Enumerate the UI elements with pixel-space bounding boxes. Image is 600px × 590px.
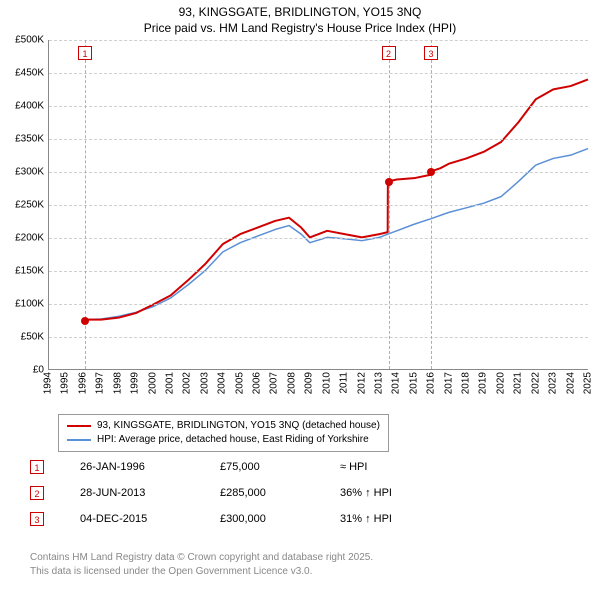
y-tick-label: £350K [15,134,44,145]
x-tick-label: 2010 [321,372,332,394]
event-line [389,40,390,369]
x-tick-label: 1997 [95,372,106,394]
x-tick-label: 2017 [443,372,454,394]
event-row: 2 28-JUN-2013£285,00036% ↑ HPI [30,480,392,506]
hpi-line [85,149,588,320]
event-date: 28-JUN-2013 [80,487,220,499]
y-tick-label: £150K [15,266,44,277]
footer-line2: This data is licensed under the Open Gov… [30,565,588,579]
x-tick-label: 2023 [548,372,559,394]
x-tick-label: 2013 [373,372,384,394]
x-tick-label: 1996 [77,372,88,394]
x-tick-label: 2006 [252,372,263,394]
x-tick-label: 2021 [513,372,524,394]
event-number-box: 1 [30,460,44,474]
x-tick-label: 1998 [112,372,123,394]
gridline [49,271,588,272]
event-number-box: 3 [30,512,44,526]
y-tick-label: £300K [15,167,44,178]
x-tick-label: 2014 [391,372,402,394]
y-tick-label: £400K [15,101,44,112]
x-tick-label: 2011 [339,372,350,394]
x-axis: 1994199519961997199819992000200120022003… [48,372,588,410]
gridline [49,172,588,173]
event-price: £75,000 [220,461,340,473]
y-tick-label: £500K [15,35,44,46]
gridline [49,337,588,338]
gridline [49,73,588,74]
y-tick-label: £450K [15,68,44,79]
y-tick-label: £200K [15,233,44,244]
event-marker: 2 [382,46,396,60]
title-line1: 93, KINGSGATE, BRIDLINGTON, YO15 3NQ [0,4,600,20]
legend-row: 93, KINGSGATE, BRIDLINGTON, YO15 3NQ (de… [67,419,380,433]
legend-label: HPI: Average price, detached house, East… [97,433,369,447]
x-tick-label: 2015 [408,372,419,394]
x-tick-label: 2016 [426,372,437,394]
y-tick-label: £100K [15,299,44,310]
legend-swatch [67,425,91,427]
x-tick-label: 2012 [356,372,367,394]
y-tick-label: £250K [15,200,44,211]
y-axis: £0£50K£100K£150K£200K£250K£300K£350K£400… [0,40,48,370]
event-hpi: ≈ HPI [340,461,392,473]
legend-swatch [67,439,91,441]
chart: £0£50K£100K£150K£200K£250K£300K£350K£400… [0,40,600,410]
x-tick-label: 2002 [182,372,193,394]
event-date: 04-DEC-2015 [80,513,220,525]
plot-area: 1 2 3 [48,40,588,370]
legend-row: HPI: Average price, detached house, East… [67,433,380,447]
event-marker: 3 [424,46,438,60]
legend-label: 93, KINGSGATE, BRIDLINGTON, YO15 3NQ (de… [97,419,380,433]
gridline [49,205,588,206]
title-line2: Price paid vs. HM Land Registry's House … [0,20,600,36]
x-tick-label: 2003 [199,372,210,394]
x-tick-label: 2024 [565,372,576,394]
x-tick-label: 2007 [269,372,280,394]
gridline [49,304,588,305]
x-tick-label: 1999 [130,372,141,394]
x-tick-label: 2000 [147,372,158,394]
x-tick-label: 2020 [495,372,506,394]
price-dot [81,317,89,325]
price-paid-line [85,79,588,319]
gridline [49,139,588,140]
x-tick-label: 1994 [43,372,54,394]
x-tick-label: 2009 [304,372,315,394]
price-dot [427,168,435,176]
events-table: 1 26-JAN-1996£75,000≈ HPI 2 28-JUN-2013£285… [30,454,392,532]
footer: Contains HM Land Registry data © Crown c… [30,551,588,578]
legend: 93, KINGSGATE, BRIDLINGTON, YO15 3NQ (de… [58,414,389,452]
event-row: 1 26-JAN-1996£75,000≈ HPI [30,454,392,480]
price-dot [385,178,393,186]
event-row: 3 04-DEC-2015£300,00031% ↑ HPI [30,506,392,532]
event-price: £285,000 [220,487,340,499]
event-number-box: 2 [30,486,44,500]
event-hpi: 31% ↑ HPI [340,513,392,525]
event-line [431,40,432,369]
x-tick-label: 2005 [234,372,245,394]
y-tick-label: £50K [21,332,44,343]
event-hpi: 36% ↑ HPI [340,487,392,499]
event-date: 26-JAN-1996 [80,461,220,473]
x-tick-label: 2025 [583,372,594,394]
event-price: £300,000 [220,513,340,525]
x-tick-label: 2008 [286,372,297,394]
x-tick-label: 2001 [164,372,175,394]
gridline [49,106,588,107]
x-tick-label: 2022 [530,372,541,394]
gridline [49,238,588,239]
x-tick-label: 2019 [478,372,489,394]
chart-title: 93, KINGSGATE, BRIDLINGTON, YO15 3NQ Pri… [0,0,600,36]
footer-line1: Contains HM Land Registry data © Crown c… [30,551,588,565]
gridline [49,40,588,41]
x-tick-label: 2004 [217,372,228,394]
x-tick-label: 2018 [461,372,472,394]
x-tick-label: 1995 [60,372,71,394]
event-marker: 1 [78,46,92,60]
